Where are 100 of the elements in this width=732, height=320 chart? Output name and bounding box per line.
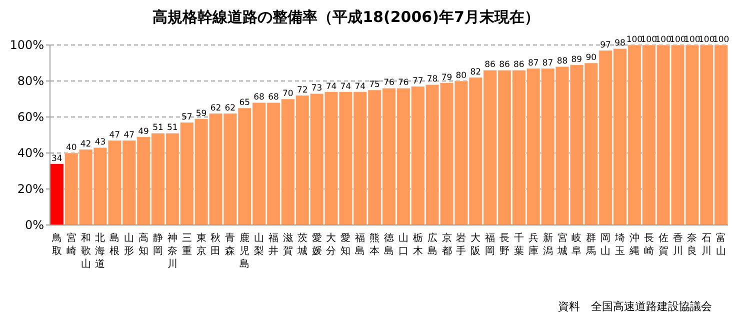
data-label: 59 xyxy=(196,108,207,119)
data-label: 74 xyxy=(340,82,352,92)
x-tick-label: 島根 xyxy=(110,232,120,257)
data-label: 70 xyxy=(282,89,294,99)
x-tick-label: 宮崎 xyxy=(66,232,76,257)
y-tick-label: 0% xyxy=(24,218,44,232)
data-label: 62 xyxy=(224,103,236,114)
data-label: 86 xyxy=(514,60,524,70)
data-label: 78 xyxy=(426,74,438,85)
data-label: 40 xyxy=(66,143,77,153)
x-tick-label: 岐阜 xyxy=(572,232,582,257)
data-label: 68 xyxy=(254,92,264,103)
data-label: 77 xyxy=(412,76,424,86)
data-label: 89 xyxy=(571,54,582,65)
x-tick-label: 鳥取 xyxy=(50,232,62,257)
data-label: 100 xyxy=(655,35,672,45)
x-tick-label: 北海道 xyxy=(95,232,106,270)
text: 資料 全国高速道路建設協議会 xyxy=(558,300,712,313)
data-label: 76 xyxy=(384,78,394,88)
x-tick-label: 大阪 xyxy=(470,232,481,257)
x-tick-label: 茨城 xyxy=(296,232,308,257)
data-label: 74 xyxy=(354,82,366,92)
data-label: 100 xyxy=(698,35,715,45)
data-label: 88 xyxy=(556,56,568,67)
data-label: 75 xyxy=(369,80,380,90)
x-tick-label: 兵庫 xyxy=(528,232,538,257)
x-tick-label: 宮城 xyxy=(556,232,568,257)
x-tick-label: 山形 xyxy=(124,232,134,257)
x-tick-label: 福岡 xyxy=(485,232,496,257)
data-label: 65 xyxy=(239,98,250,108)
y-tick-label: 80% xyxy=(17,74,44,88)
x-tick-label: 広島 xyxy=(427,232,438,257)
y-tick-label: 20% xyxy=(17,182,44,196)
x-tick-label: 岡山 xyxy=(600,233,611,257)
data-label: 80 xyxy=(456,71,467,81)
data-label: 73 xyxy=(311,84,322,94)
data-label: 51 xyxy=(152,123,164,134)
x-tick-label: 神奈川 xyxy=(167,232,178,270)
data-label: 72 xyxy=(296,85,308,96)
data-label: 100 xyxy=(670,35,686,45)
data-label: 79 xyxy=(441,72,452,83)
x-tick-label: 福島 xyxy=(355,232,366,257)
data-label: 47 xyxy=(124,130,135,140)
x-tick-label: 山口 xyxy=(398,232,408,257)
y-tick-label: 40% xyxy=(17,146,44,160)
x-tick-label: 群馬 xyxy=(585,232,596,257)
data-label: 87 xyxy=(528,58,539,68)
data-label: 42 xyxy=(80,139,92,150)
data-label: 100 xyxy=(684,35,700,45)
data-label: 97 xyxy=(600,40,611,50)
x-tick-label: 奈良 xyxy=(687,233,698,257)
data-label: 87 xyxy=(542,58,554,68)
data-label: 51 xyxy=(167,123,178,134)
x-tick-label: 愛知 xyxy=(340,232,351,257)
x-tick-label: 埼玉 xyxy=(614,232,626,257)
data-label: 34 xyxy=(52,154,62,164)
data-label: 100 xyxy=(712,35,730,45)
data-label: 90 xyxy=(586,53,597,63)
x-tick-label: 新潟 xyxy=(542,232,553,257)
x-tick-label: 三重 xyxy=(182,233,192,257)
data-label: 57 xyxy=(181,112,192,122)
data-label: 47 xyxy=(109,130,120,140)
data-label: 86 xyxy=(484,60,496,70)
y-tick-label: 100% xyxy=(10,38,44,52)
data-label: 82 xyxy=(470,67,482,78)
x-tick-label: 石川 xyxy=(702,233,712,257)
data-label: 100 xyxy=(640,35,657,45)
x-tick-label: 栃木 xyxy=(412,232,423,257)
data-label: 62 xyxy=(210,103,222,114)
x-tick-label: 長野 xyxy=(500,233,510,257)
data-label: 76 xyxy=(398,78,409,88)
x-tick-label: 熊本 xyxy=(370,232,380,257)
x-tick-label: 滋賀 xyxy=(282,232,293,257)
x-tick-label: 山梨 xyxy=(254,232,264,257)
y-tick-label: 60% xyxy=(17,110,44,124)
data-label: 49 xyxy=(138,126,149,137)
x-tick-label: 徳島 xyxy=(384,233,394,257)
x-tick-label: 愛媛 xyxy=(312,232,322,257)
x-tick-label: 香川 xyxy=(672,232,683,257)
data-label: 100 xyxy=(626,35,643,45)
data-label: 86 xyxy=(499,60,510,70)
x-tick-label: 京都 xyxy=(442,232,452,257)
data-label: 74 xyxy=(326,82,337,92)
x-tick-label: 秋田 xyxy=(210,232,221,257)
x-tick-label: 和歌山 xyxy=(80,232,91,270)
x-tick-label: 沖縄 xyxy=(628,232,640,257)
x-tick-label: 東京 xyxy=(196,232,206,257)
x-tick-label: 鹿児島 xyxy=(240,232,250,270)
x-tick-label: 富山 xyxy=(716,232,726,257)
x-tick-label: 佐賀 xyxy=(658,233,668,257)
chart-title: 高規格幹線道路の整備率（平成18(2006)年7月末現在） xyxy=(152,8,540,26)
data-label: 43 xyxy=(94,138,106,148)
data-label: 98 xyxy=(614,38,626,49)
x-tick-label: 大分 xyxy=(326,232,336,257)
data-label: 68 xyxy=(268,92,279,103)
x-tick-label: 青森 xyxy=(225,232,236,257)
x-tick-label: 千葉 xyxy=(514,232,524,257)
x-tick-label: 高知 xyxy=(138,232,149,257)
x-tick-label: 岩手 xyxy=(456,232,466,257)
x-tick-label: 静岡 xyxy=(152,232,163,257)
